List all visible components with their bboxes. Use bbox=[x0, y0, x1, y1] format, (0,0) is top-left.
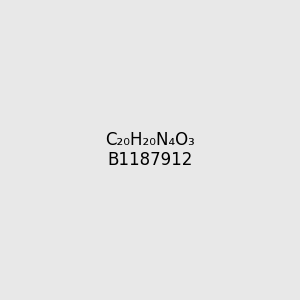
Text: C₂₀H₂₀N₄O₃
B1187912: C₂₀H₂₀N₄O₃ B1187912 bbox=[105, 130, 195, 170]
